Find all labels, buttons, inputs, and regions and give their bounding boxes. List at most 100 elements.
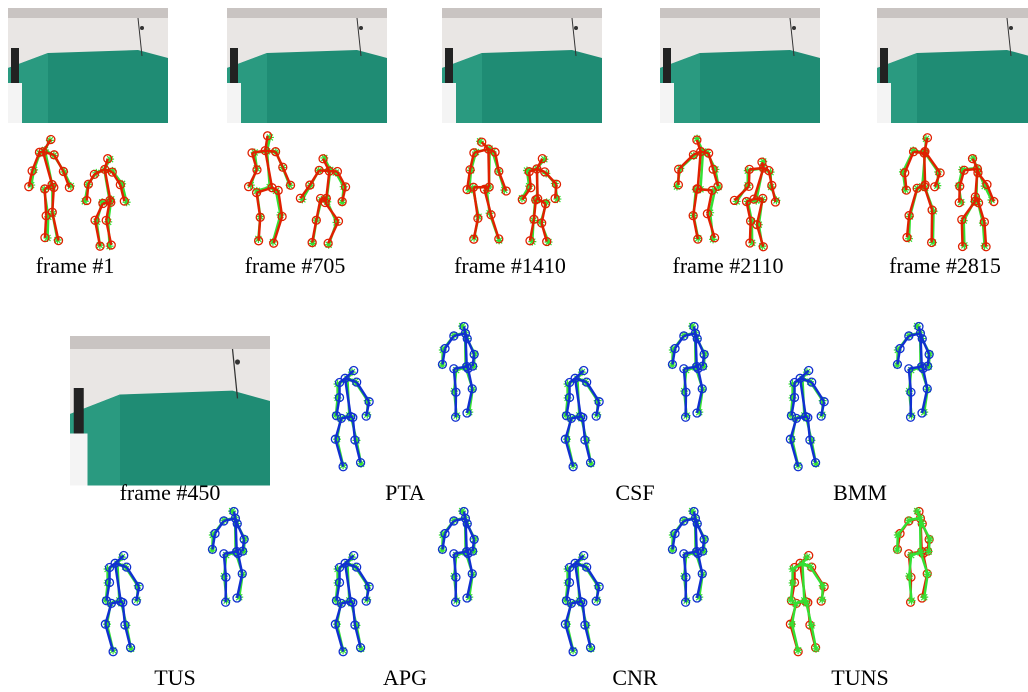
joint (905, 516, 913, 524)
joint (802, 599, 810, 607)
bone (900, 336, 909, 349)
bone (215, 521, 224, 534)
joint (894, 531, 902, 539)
bone (235, 518, 236, 551)
bone (922, 367, 923, 369)
frame-caption: frame #1410 (454, 253, 566, 278)
joint (792, 599, 800, 607)
bone (924, 153, 925, 185)
joint (907, 551, 915, 559)
skeleton (208, 507, 249, 605)
bone (734, 186, 749, 200)
skeleton (668, 507, 709, 605)
joint (925, 548, 933, 556)
bone (465, 518, 466, 551)
bone (920, 333, 921, 366)
bone (545, 172, 557, 184)
joint (893, 546, 901, 554)
joint (812, 645, 820, 653)
joint (819, 582, 827, 590)
video-frame (70, 336, 270, 485)
bone (121, 602, 123, 603)
figure: frame #1 frame #705 frame #1410 frame #2110… (0, 0, 1028, 692)
joint (905, 572, 913, 580)
bone (105, 159, 108, 170)
joint (908, 597, 916, 605)
joint (798, 560, 806, 568)
video-frame (660, 8, 820, 123)
bone (698, 189, 713, 190)
bone (473, 354, 475, 366)
bone (695, 518, 696, 551)
video-frame (8, 8, 168, 123)
method-caption: BMM (833, 480, 887, 505)
bone (237, 552, 238, 554)
bone (488, 149, 489, 187)
panels: frame #1 frame #705 frame #1410 frame #2110… (8, 8, 1028, 690)
bone (749, 169, 750, 186)
joint (924, 570, 932, 578)
method-caption: TUNS (831, 665, 888, 690)
bone (249, 170, 257, 187)
bone (697, 367, 698, 369)
figure-canvas: frame #1 frame #705 frame #1410 frame #2110… (0, 0, 1028, 692)
frame-caption: frame #2815 (889, 253, 1001, 278)
frame-caption: frame #2110 (673, 253, 784, 278)
joint (803, 553, 811, 561)
bone (928, 354, 930, 366)
joint (788, 620, 796, 628)
joint (918, 520, 926, 528)
skeleton (83, 155, 129, 250)
bone (555, 184, 556, 198)
bone (529, 172, 531, 188)
bone (445, 521, 454, 534)
joint (916, 514, 924, 522)
skeleton (438, 507, 479, 605)
video-frame (877, 8, 1028, 123)
bone (87, 184, 89, 200)
skeleton (893, 322, 934, 420)
method-caption: APG (383, 665, 427, 690)
joint (789, 579, 797, 587)
bone (924, 185, 925, 187)
skeleton (787, 553, 827, 654)
method-caption: PTA (385, 480, 425, 505)
bone (54, 155, 63, 172)
skeleton (668, 322, 709, 420)
bone (265, 151, 275, 152)
video-frame (227, 8, 387, 123)
joint (920, 593, 928, 601)
bone (750, 221, 751, 243)
bone (914, 152, 925, 153)
bone (905, 173, 907, 190)
bone (467, 552, 468, 554)
bone (467, 367, 468, 369)
bone (679, 155, 694, 169)
bone (675, 336, 684, 349)
skeleton (674, 136, 722, 243)
bone (697, 552, 698, 554)
bone (351, 602, 353, 603)
bone (319, 170, 329, 171)
joint (926, 535, 934, 543)
frame-caption: frame #450 (120, 480, 221, 505)
bone (351, 417, 353, 418)
bone (749, 168, 763, 169)
bone (581, 602, 583, 603)
joint (794, 646, 802, 654)
bone (88, 174, 94, 184)
bone (802, 564, 804, 601)
bone (465, 333, 466, 366)
frame-caption: frame #1 (36, 253, 115, 278)
bone (810, 567, 823, 586)
bone (473, 539, 475, 551)
joint (789, 565, 797, 573)
video-frame (442, 8, 602, 123)
frame-caption: frame #705 (245, 253, 346, 278)
bone (675, 521, 684, 534)
bone (695, 333, 696, 366)
skeleton (245, 132, 295, 247)
bone (445, 336, 454, 349)
joint (818, 596, 826, 604)
skeleton (438, 322, 479, 420)
